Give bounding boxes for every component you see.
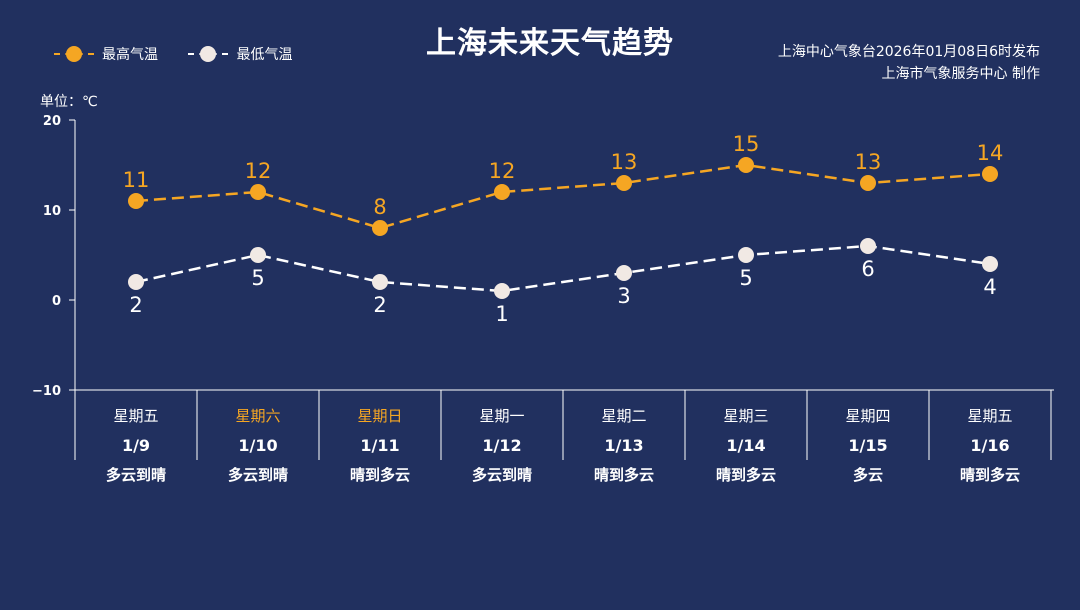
date-label: 1/13 <box>604 436 643 455</box>
data-point-low <box>738 247 754 263</box>
data-point-low <box>860 238 876 254</box>
date-label: 1/16 <box>970 436 1009 455</box>
y-tick-label: −10 <box>32 384 61 399</box>
legend: 最高气温 最低气温 <box>54 44 318 68</box>
weather-label: 多云到晴 <box>472 466 532 484</box>
weekday-label: 星期四 <box>845 407 890 425</box>
series-line-low <box>135 244 991 293</box>
data-point-high <box>616 175 632 191</box>
data-label-low: 5 <box>739 266 752 290</box>
data-label-high: 12 <box>489 159 516 183</box>
weekday-label: 星期六 <box>235 407 280 425</box>
data-point-low <box>982 256 998 272</box>
weather-label: 晴到多云 <box>350 466 410 484</box>
source-line-1: 上海中心气象台2026年01月08日6时发布 <box>777 44 1040 60</box>
data-label-high: 8 <box>373 195 386 219</box>
weather-label: 多云 <box>853 466 883 484</box>
y-tick-label: 0 <box>52 294 61 309</box>
weather-label: 多云到晴 <box>106 466 166 484</box>
source-note: 上海中心气象台2026年01月08日6时发布 上海市气象服务中心 制作 <box>778 41 1040 85</box>
data-point-low <box>616 265 632 281</box>
date-label: 1/12 <box>482 436 521 455</box>
legend-label-low: 最低气温 <box>236 47 293 63</box>
weekday-label: 星期一 <box>479 407 524 425</box>
y-tick-label: 10 <box>43 204 61 219</box>
data-label-high: 12 <box>245 159 272 183</box>
data-label-low: 2 <box>373 293 386 317</box>
data-label-low: 2 <box>129 293 142 317</box>
date-label: 1/11 <box>360 436 399 455</box>
data-label-high: 11 <box>123 168 150 192</box>
unit-label: 单位：℃ <box>40 94 98 110</box>
legend-swatch-low <box>188 44 229 64</box>
source-line-2: 上海市气象服务中心 制作 <box>881 66 1040 82</box>
data-point-low <box>250 247 266 263</box>
data-label-low: 1 <box>495 302 508 326</box>
data-point-high <box>982 166 998 182</box>
date-label: 1/10 <box>238 436 277 455</box>
data-point-high <box>250 184 266 200</box>
data-label-high: 15 <box>733 132 760 156</box>
weather-label: 晴到多云 <box>960 466 1020 484</box>
data-point-low <box>372 274 388 290</box>
weekday-label: 星期五 <box>113 407 158 425</box>
date-label: 1/14 <box>726 436 765 455</box>
data-label-high: 13 <box>855 150 882 174</box>
data-point-low <box>494 283 510 299</box>
chart-title: 上海未来天气趋势 <box>426 26 674 61</box>
legend-swatch-high <box>54 44 94 64</box>
data-point-low <box>128 274 144 290</box>
legend-item-low: 最低气温 <box>188 44 292 64</box>
weekday-label: 星期二 <box>601 407 646 425</box>
data-label-low: 4 <box>983 275 996 299</box>
weather-label: 多云到晴 <box>228 466 288 484</box>
data-point-high <box>494 184 510 200</box>
data-point-high <box>372 220 388 236</box>
data-label-high: 14 <box>977 141 1004 165</box>
weekday-label: 星期五 <box>967 407 1012 425</box>
legend-item-high: 最高气温 <box>54 44 158 64</box>
data-label-low: 6 <box>861 257 874 281</box>
data-point-high <box>860 175 876 191</box>
weekday-label: 星期日 <box>357 407 402 425</box>
data-label-low: 5 <box>251 266 264 290</box>
data-point-high <box>128 193 144 209</box>
legend-label-high: 最高气温 <box>102 47 158 63</box>
y-tick-label: 20 <box>43 114 61 129</box>
date-label: 1/9 <box>122 436 150 455</box>
data-label-high: 13 <box>611 150 638 174</box>
weather-label: 晴到多云 <box>716 466 776 484</box>
series-line-high <box>135 163 991 230</box>
weather-label: 晴到多云 <box>594 466 654 484</box>
weekday-label: 星期三 <box>723 407 768 425</box>
date-label: 1/15 <box>848 436 887 455</box>
data-point-high <box>738 157 754 173</box>
data-label-low: 3 <box>617 284 630 308</box>
